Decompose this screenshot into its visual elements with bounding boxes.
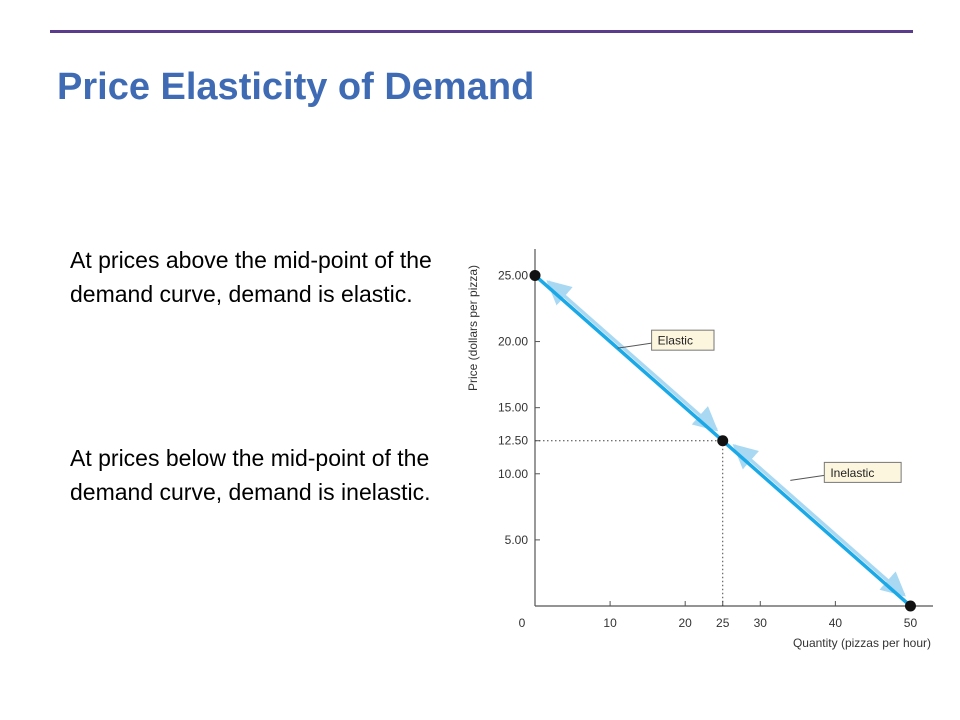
y-tick-label: 15.00 bbox=[498, 401, 528, 415]
annotation-label: Elastic bbox=[658, 334, 693, 348]
y-tick-label: 12.50 bbox=[498, 434, 528, 448]
y-tick-label: 5.00 bbox=[505, 533, 529, 547]
x-tick-label: 50 bbox=[904, 616, 918, 630]
annotation-box bbox=[651, 329, 715, 351]
demand-point bbox=[717, 435, 729, 447]
y-ticks: 5.00 10.00 12.50 15.00 20.00 25.00 bbox=[498, 268, 540, 547]
annotations: Elastic Inelastic bbox=[617, 329, 902, 483]
elasticity-range-arrow bbox=[546, 280, 719, 432]
x-tick-label: 25 bbox=[716, 616, 730, 630]
slide-title: Price Elasticity of Demand bbox=[57, 66, 535, 108]
markers bbox=[529, 269, 916, 612]
demand-point bbox=[904, 600, 916, 612]
annotation-label: Inelastic bbox=[830, 466, 874, 480]
x-tick-label: 30 bbox=[754, 616, 768, 630]
demand-point bbox=[529, 269, 541, 281]
x-axis-label: Quantity (pizzas per hour) bbox=[793, 636, 931, 650]
annotation-box bbox=[823, 461, 902, 483]
y-tick-label: 25.00 bbox=[498, 268, 528, 282]
title-rule bbox=[50, 30, 913, 33]
inelastic-description: At prices below the mid-point of the dem… bbox=[70, 445, 431, 505]
y-axis-label: Price (dollars per pizza) bbox=[466, 265, 480, 391]
elastic-description: At prices above the mid-point of the dem… bbox=[70, 247, 432, 307]
y-tick-label: 10.00 bbox=[498, 467, 528, 481]
elasticity-range-arrow bbox=[732, 444, 906, 597]
demand-curve-chart: Quantity (pizzas per hour) Price (dollar… bbox=[466, 249, 933, 650]
x-ticks: 10 20 25 30 40 50 bbox=[603, 601, 917, 630]
annotation-leader bbox=[617, 342, 652, 349]
origin-label: 0 bbox=[519, 616, 526, 630]
x-tick-label: 10 bbox=[603, 616, 617, 630]
annotation-leader bbox=[790, 474, 825, 481]
elasticity-arrows bbox=[546, 280, 906, 597]
midpoint-guides bbox=[535, 440, 724, 606]
y-tick-label: 20.00 bbox=[498, 335, 528, 349]
x-tick-label: 40 bbox=[829, 616, 843, 630]
x-tick-label: 20 bbox=[679, 616, 693, 630]
